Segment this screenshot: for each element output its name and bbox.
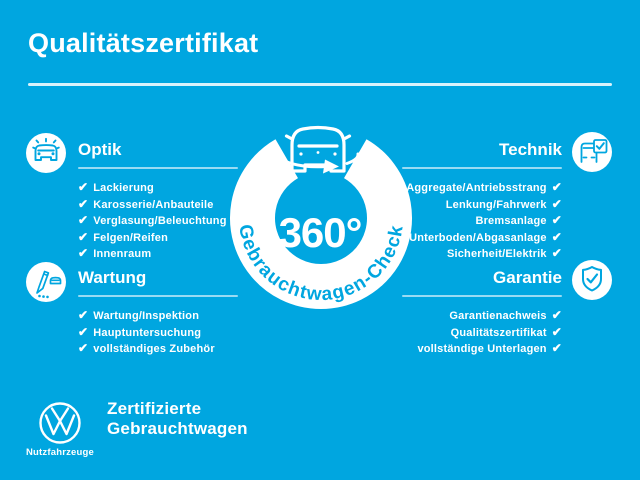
checklist-item: ✔ Karosserie/Anbauteile (78, 197, 238, 214)
check-icon: ✔ (78, 308, 89, 322)
checklist-item-label: Unterboden/Abgasanlage (409, 231, 547, 244)
checklist-item: Aggregate/Antriebsstrang ✔ (402, 180, 562, 197)
page-title: Qualitätszertifikat (28, 28, 259, 58)
tagline-line1: Zertifizierte (107, 399, 202, 418)
checklist-item-label: Hauptuntersuchung (93, 326, 202, 339)
checklist-item: ✔ vollständiges Zubehör (78, 341, 238, 358)
check-icon: ✔ (551, 324, 562, 339)
section-technik: Technik Aggregate/Antriebsstrang ✔ Lenkun… (402, 139, 562, 263)
checklist: Aggregate/Antriebsstrang ✔ Lenkung/Fahrwe… (402, 180, 562, 263)
checklist-item: ✔ Wartung/Inspektion (78, 308, 238, 325)
tagline: Zertifizierte Gebrauchtwagen (107, 399, 248, 439)
svg-text:Gebrauchtwagen-Check: Gebrauchtwagen-Check (234, 223, 408, 306)
checklist-item-label: Innenraum (93, 248, 152, 260)
service-pen-icon (26, 262, 66, 302)
section-title: Optik (78, 140, 122, 159)
check-icon: ✔ (551, 308, 562, 322)
check-icon: ✔ (78, 213, 89, 227)
degree-label: 360° (279, 209, 362, 256)
section-title: Garantie (493, 268, 562, 287)
checklist-item: vollständige Unterlagen ✔ (402, 341, 562, 358)
checklist-item-label: Wartung/Inspektion (93, 310, 200, 322)
section-divider (78, 167, 238, 169)
car-360-icon (276, 125, 360, 174)
check-icon: ✔ (551, 196, 562, 211)
section-divider (402, 295, 562, 297)
checklist-item: Lenkung/Fahrwerk ✔ (402, 197, 562, 214)
checklist-item: Garantienachweis ✔ (402, 308, 562, 325)
checklist-item-label: Verglasung/Beleuchtung (93, 215, 227, 227)
section-wartung: Wartung ✔ Wartung/Inspektion ✔ Hauptunters… (78, 267, 238, 358)
check-icon: ✔ (551, 341, 562, 355)
vehicle-check-icon (572, 132, 612, 172)
check-icon: ✔ (551, 180, 562, 194)
checklist-item-label: Bremsanlage (475, 215, 547, 227)
tagline-line2: Gebrauchtwagen (107, 419, 248, 438)
checklist-item-label: Sicherheit/Elektrik (446, 248, 547, 260)
checklist-item-label: Aggregate/Antriebsstrang (406, 182, 547, 194)
check-icon: ✔ (78, 196, 89, 211)
car-shine-icon (26, 133, 66, 173)
checklist-item: ✔ Lackierung (78, 180, 238, 197)
checklist: ✔ Lackierung ✔ Karosserie/Anbauteile ✔ Verg… (78, 180, 238, 263)
checklist-item-label: Lenkung/Fahrwerk (445, 198, 547, 211)
check-icon: ✔ (78, 229, 89, 244)
checklist-item: Bremsanlage ✔ (402, 213, 562, 230)
checklist: ✔ Wartung/Inspektion ✔ Hauptuntersuchung ✔… (78, 308, 238, 358)
section-optik: Optik ✔ Lackierung ✔ Karosserie/Anbauteile… (78, 139, 238, 263)
check-icon: ✔ (78, 324, 89, 339)
ring-arc (230, 139, 412, 309)
ring-label: Gebrauchtwagen-Check (234, 223, 406, 306)
checklist-item-label: Qualitätszertifikat (450, 326, 547, 339)
checklist-item-label: Felgen/Reifen (93, 231, 168, 244)
check-icon: ✔ (78, 246, 89, 260)
check-icon: ✔ (551, 213, 562, 227)
checklist-item-label: Lackierung (93, 182, 154, 194)
checklist-item-label: Garantienachweis (449, 310, 547, 322)
checklist-item: Sicherheit/Elektrik ✔ (402, 246, 562, 263)
check-icon: ✔ (551, 246, 562, 260)
brand-caption: Nutzfahrzeuge (25, 447, 95, 458)
title-divider (28, 83, 612, 86)
checklist-item-label: vollständige Unterlagen (417, 343, 547, 355)
checklist-item: ✔ Verglasung/Beleuchtung (78, 213, 238, 230)
checklist-item-label: Karosserie/Anbauteile (93, 198, 214, 211)
checklist-item: ✔ Innenraum (78, 246, 238, 263)
check-icon: ✔ (78, 341, 89, 355)
section-garantie: Garantie Garantienachweis ✔ Qualitätszert… (402, 267, 562, 358)
checklist-item: Unterboden/Abgasanlage ✔ (402, 230, 562, 247)
check-icon: ✔ (78, 180, 89, 194)
checklist-item: ✔ Hauptuntersuchung (78, 325, 238, 342)
check-icon: ✔ (551, 229, 562, 244)
section-divider (78, 295, 238, 297)
checklist-item: ✔ Felgen/Reifen (78, 230, 238, 247)
checklist: Garantienachweis ✔ Qualitätszertifikat ✔ v… (402, 308, 562, 358)
section-title: Technik (499, 140, 562, 159)
shield-check-icon (572, 260, 612, 300)
section-title: Wartung (78, 268, 147, 287)
section-divider (402, 167, 562, 169)
checklist-item-label: vollständiges Zubehör (93, 343, 215, 355)
checklist-item: Qualitätszertifikat ✔ (402, 325, 562, 342)
vw-logo (38, 401, 82, 445)
